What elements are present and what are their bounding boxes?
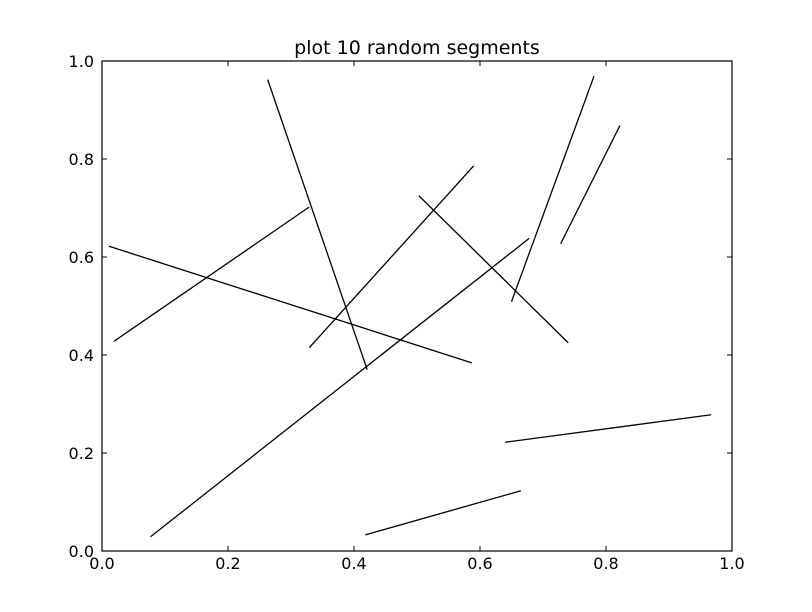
x-tick-label: 0.6 [467, 554, 492, 573]
segment-8 [560, 125, 621, 245]
chart-title: plot 10 random segments [294, 37, 540, 59]
x-axis: 0.0 0.2 0.4 0.6 0.8 1.0 [89, 61, 745, 573]
x-tick-label: 0.2 [215, 554, 240, 573]
y-tick-label: 0.0 [69, 542, 94, 561]
x-tick-label: 1.0 [719, 554, 744, 573]
segment-7 [510, 75, 595, 302]
x-tick-label: 0.0 [89, 554, 114, 573]
plot-frame [101, 60, 733, 552]
segment-6 [150, 237, 530, 538]
y-tick-label: 1.0 [69, 52, 94, 71]
x-tick-label: 0.4 [341, 554, 366, 573]
segment-10 [365, 490, 522, 536]
segment-2 [113, 206, 310, 342]
segment-4 [308, 165, 475, 349]
y-axis: 0.0 0.2 0.4 0.6 0.8 1.0 [69, 52, 732, 561]
segment-3 [108, 245, 473, 364]
segment-5 [418, 195, 569, 344]
segment-1 [267, 79, 368, 370]
y-tick-label: 0.2 [69, 444, 94, 463]
y-tick-label: 0.6 [69, 248, 94, 267]
y-tick-label: 0.8 [69, 150, 94, 169]
segments-layer [108, 75, 712, 538]
segment-9 [505, 414, 712, 443]
y-tick-label: 0.4 [69, 346, 94, 365]
x-tick-label: 0.8 [593, 554, 618, 573]
